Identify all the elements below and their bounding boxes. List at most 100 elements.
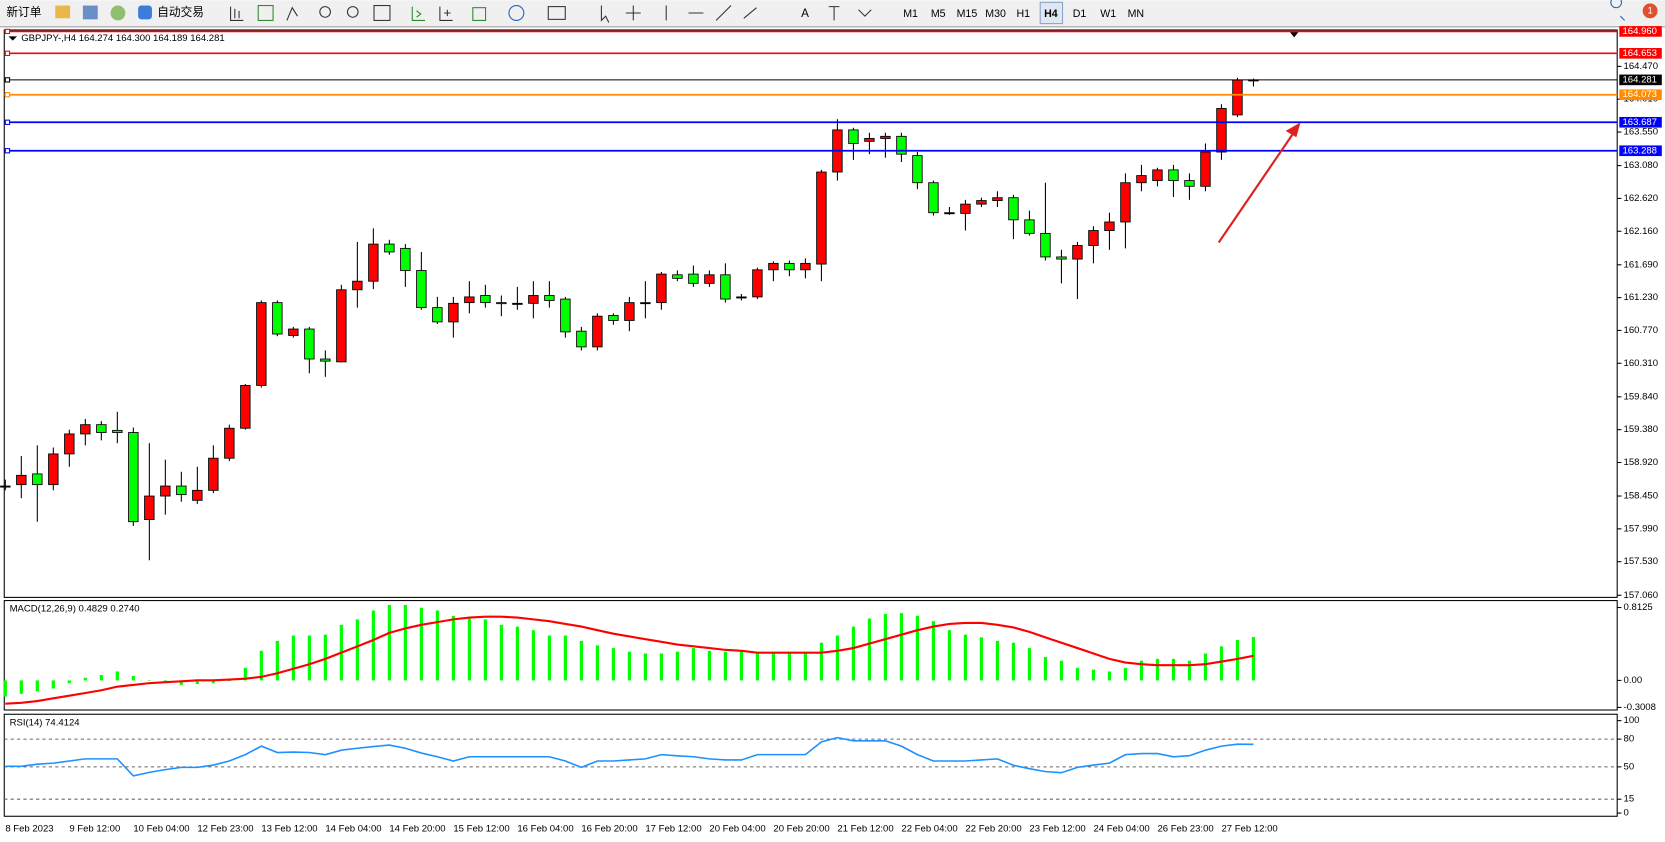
macd-bar (403, 605, 407, 681)
macd-bar (83, 677, 87, 681)
arrow-head (1285, 122, 1301, 138)
candle-body (544, 295, 555, 301)
macd-bar (659, 653, 663, 681)
timeframe-button[interactable]: D1 (1073, 8, 1087, 20)
candle-body (1232, 79, 1243, 116)
icon[interactable] (828, 6, 840, 21)
y-tick-label: 157.530 (1624, 556, 1659, 567)
timeframe-button[interactable]: H1 (1016, 8, 1030, 20)
icon[interactable] (110, 5, 126, 21)
icon[interactable] (508, 5, 525, 21)
candle-body (272, 302, 283, 335)
macd-bar (947, 630, 952, 681)
candle-body (432, 307, 443, 323)
macd-bar (691, 648, 695, 681)
icon[interactable] (665, 5, 757, 21)
candle-body (672, 274, 683, 279)
candle-body (1104, 221, 1115, 231)
level-price-box (1619, 145, 1662, 157)
timeframe-button[interactable]: M15 (957, 8, 978, 20)
timeframe-button[interactable]: H4 (1044, 8, 1058, 20)
icon[interactable] (286, 6, 298, 21)
search-icon[interactable] (1610, 0, 1625, 21)
candle-body (320, 358, 331, 362)
new-order-button[interactable]: 新订单 (6, 5, 41, 19)
macd-bar (915, 615, 920, 681)
macd-bar (1075, 667, 1080, 681)
macd-bar (355, 619, 359, 681)
y-tick-label: 163.550 (1624, 127, 1659, 138)
plot: GBPJPY-,H4 164.274 164.300 164.189 164.2… (0, 26, 1662, 835)
candle-body (560, 298, 571, 333)
macd-bar (643, 653, 647, 681)
level-price-box (1619, 48, 1662, 59)
x-tick-label: 10 Feb 04:00 (133, 824, 189, 835)
auto-trading-button[interactable]: 自动交易 (157, 5, 204, 19)
main-pane (3, 29, 1618, 598)
icon[interactable] (138, 5, 152, 20)
macd-bar (307, 635, 311, 681)
icon[interactable] (82, 5, 98, 20)
macd-bar (1187, 660, 1192, 681)
candle-body (496, 302, 507, 305)
arrow-line (1217, 131, 1296, 244)
icon[interactable] (858, 9, 872, 17)
candle-body (1168, 169, 1179, 182)
macd-bar (595, 645, 599, 681)
timeframe-button[interactable]: M1 (903, 8, 918, 20)
candle-body (448, 302, 459, 323)
icon[interactable] (472, 7, 487, 21)
icon[interactable] (411, 6, 426, 21)
icon[interactable] (547, 6, 566, 20)
macd-bar (883, 614, 888, 681)
x-tick-label: 16 Feb 20:00 (581, 824, 637, 835)
x-tick-label: 20 Feb 04:00 (709, 824, 765, 835)
level-price-label: 163.288 (1622, 145, 1657, 156)
icon[interactable] (600, 5, 610, 23)
candle-body (752, 269, 763, 298)
candle-body (240, 384, 251, 429)
x-tick-label: 23 Feb 12:00 (1029, 824, 1085, 835)
timeframe-button[interactable]: W1 (1100, 8, 1116, 20)
icon[interactable] (373, 5, 391, 21)
macd-bar (243, 667, 247, 681)
candle-body (864, 138, 875, 142)
candle-body (336, 289, 347, 363)
macd-pane (3, 600, 1618, 711)
icon[interactable] (439, 6, 453, 21)
macd-bar (3, 680, 7, 697)
text-tool[interactable]: A (801, 7, 809, 20)
x-tick-label: 22 Feb 20:00 (965, 824, 1021, 835)
timeframe-button[interactable]: M30 (985, 8, 1006, 20)
y-tick-label: 159.380 (1624, 424, 1659, 435)
icon[interactable] (230, 6, 244, 21)
x-tick-label: 22 Feb 04:00 (901, 824, 957, 835)
level-handle (4, 92, 11, 98)
candle-body (256, 302, 267, 386)
icon[interactable] (346, 6, 359, 18)
x-tick-label: 8 Feb 2023 (5, 824, 53, 835)
y-tick-label: 0.8125 (1624, 602, 1653, 613)
level-price-label: 164.281 (1622, 74, 1657, 85)
icon[interactable] (319, 6, 331, 18)
icon[interactable] (625, 5, 641, 21)
candle-body (800, 262, 811, 271)
y-tick-label: 159.840 (1624, 391, 1659, 402)
toolbar-bg (0, 0, 1665, 27)
macd-bar (627, 651, 631, 681)
macd-bar (819, 642, 824, 681)
icon[interactable] (55, 5, 71, 19)
candle-body (80, 424, 91, 435)
toolbar: 新订单 自动交易 A M1 M5 M15 M30 H1 H4 D1 W1 MN (0, 0, 1665, 28)
timeframe-button[interactable]: MN (1128, 8, 1145, 20)
y-tick-label: 0.00 (1624, 675, 1643, 686)
notification-badge[interactable] (1642, 3, 1658, 19)
candle-body (0, 485, 11, 488)
y-tick-label: 158.450 (1624, 491, 1659, 502)
level-price-box (1619, 74, 1662, 86)
icon[interactable] (257, 5, 274, 21)
y-tick-label: 158.920 (1624, 457, 1659, 468)
timeframe-button[interactable]: M5 (931, 8, 946, 20)
candle-body (512, 302, 523, 305)
